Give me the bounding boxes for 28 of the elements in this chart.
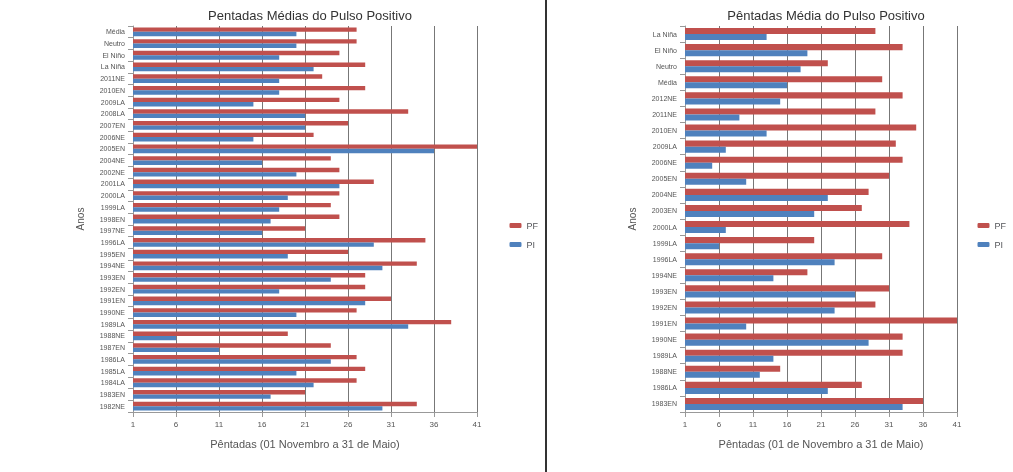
x-axis-title: Pêntadas (01 de Novembro a 31 de Maio) xyxy=(718,437,924,450)
x-tick-label: 11 xyxy=(214,419,224,429)
x-tick-label: 16 xyxy=(257,419,267,429)
x-tick-label: 21 xyxy=(300,419,310,429)
x-tick-label: 6 xyxy=(173,419,179,429)
legend-label: PF xyxy=(526,220,539,231)
x-tick-label: 31 xyxy=(386,419,396,429)
x-tick-label: 11 xyxy=(748,419,758,429)
x-tick-label: 31 xyxy=(884,419,894,429)
x-tick-label: 16 xyxy=(782,419,792,429)
x-tick-label: 1 xyxy=(682,419,688,429)
y-axis-title: Anos xyxy=(74,207,86,231)
x-tick-label: 36 xyxy=(918,419,928,429)
legend-label: PI xyxy=(994,239,1004,250)
x-axis-title: Pêntadas (01 Novembro a 31 de Maio) xyxy=(210,437,400,450)
x-tick-label: 26 xyxy=(850,419,860,429)
x-tick-label: 36 xyxy=(429,419,439,429)
chart-title: Pentadas Médias do Pulso Positivo xyxy=(208,8,412,23)
legend-label: PI xyxy=(526,239,536,250)
x-tick-label: 41 xyxy=(472,419,482,429)
y-axis-title: Anos xyxy=(626,207,638,231)
x-tick-label: 41 xyxy=(952,419,962,429)
x-tick-label: 1 xyxy=(130,419,136,429)
x-tick-label: 26 xyxy=(343,419,353,429)
x-tick-label: 21 xyxy=(816,419,826,429)
x-tick-label: 6 xyxy=(716,419,722,429)
chart-title: Pêntadas Média do Pulso Positivo xyxy=(727,8,925,23)
legend-label: PF xyxy=(994,220,1007,231)
